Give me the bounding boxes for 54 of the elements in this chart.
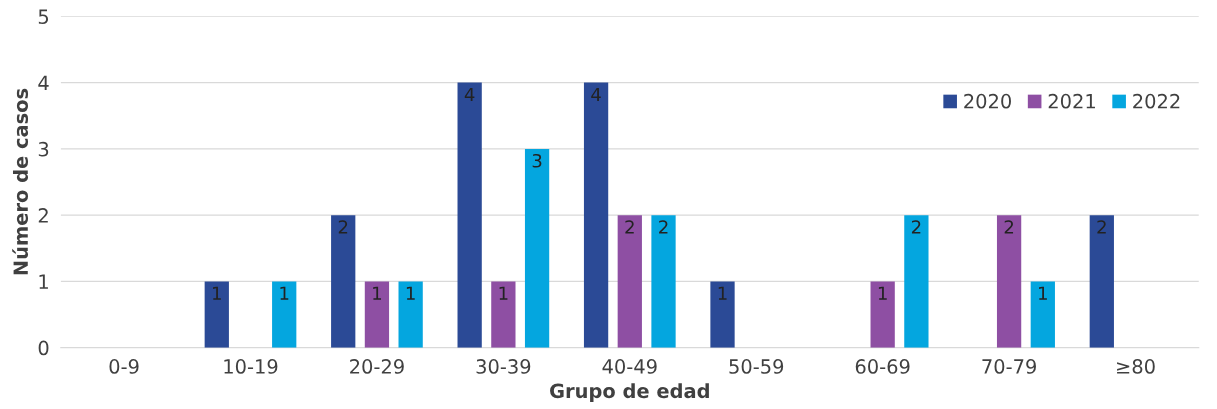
x-tick-label: ≥80	[1117, 359, 1155, 374]
x-axis-title: Grupo de edad	[550, 383, 709, 402]
data-label: 2	[1097, 220, 1106, 234]
legend-label: 2020	[964, 93, 1011, 109]
bar	[331, 215, 356, 348]
y-axis-title: Número de casos	[12, 88, 29, 275]
data-label: 1	[499, 286, 508, 300]
data-label: 4	[591, 87, 601, 102]
bar	[1030, 281, 1055, 348]
bar	[710, 281, 735, 348]
bar	[1089, 215, 1114, 348]
bar	[651, 215, 676, 348]
data-label: 1	[373, 286, 382, 300]
bar	[272, 281, 297, 348]
data-label: 4	[464, 87, 475, 102]
bar	[457, 82, 482, 348]
y-tick-label: 5	[38, 9, 49, 25]
bar	[204, 281, 229, 348]
data-label: 1	[213, 286, 221, 300]
legend-label: 2022	[1133, 93, 1180, 109]
bar	[617, 215, 642, 348]
data-label: 2	[911, 220, 921, 234]
data-label: 1	[406, 286, 415, 300]
data-label: 1	[878, 286, 887, 300]
data-label: 2	[625, 220, 634, 234]
data-label: 2	[659, 220, 668, 234]
x-tick-label: 60-69	[855, 359, 910, 374]
bar	[870, 281, 895, 348]
x-tick-label: 0-9	[109, 359, 139, 374]
y-tick-label: 2	[38, 208, 48, 223]
data-label: 2	[338, 220, 348, 234]
x-tick-label: 30-39	[476, 359, 531, 374]
y-tick-label: 1	[39, 274, 48, 289]
x-tick-label: 40-49	[602, 359, 657, 374]
bar	[904, 215, 929, 348]
data-label: 1	[280, 286, 289, 300]
bar	[491, 281, 516, 348]
y-tick-label: 4	[38, 75, 49, 91]
x-tick-label: 70-79	[982, 359, 1036, 374]
x-tick-label: 20-29	[350, 359, 404, 374]
y-tick-label: 0	[38, 340, 49, 356]
data-label: 3	[532, 153, 542, 168]
bar	[583, 82, 609, 348]
y-tick-label: 3	[38, 141, 49, 157]
x-tick-label: 10-19	[224, 359, 278, 374]
data-label: 1	[1039, 286, 1047, 300]
bar	[524, 148, 550, 348]
bar	[364, 281, 390, 348]
data-label: 1	[718, 286, 727, 300]
legend-label: 2021	[1048, 93, 1095, 109]
bar	[398, 281, 423, 348]
bar	[996, 215, 1022, 348]
x-tick-label: 50-59	[729, 359, 784, 374]
data-label: 2	[1004, 220, 1014, 234]
